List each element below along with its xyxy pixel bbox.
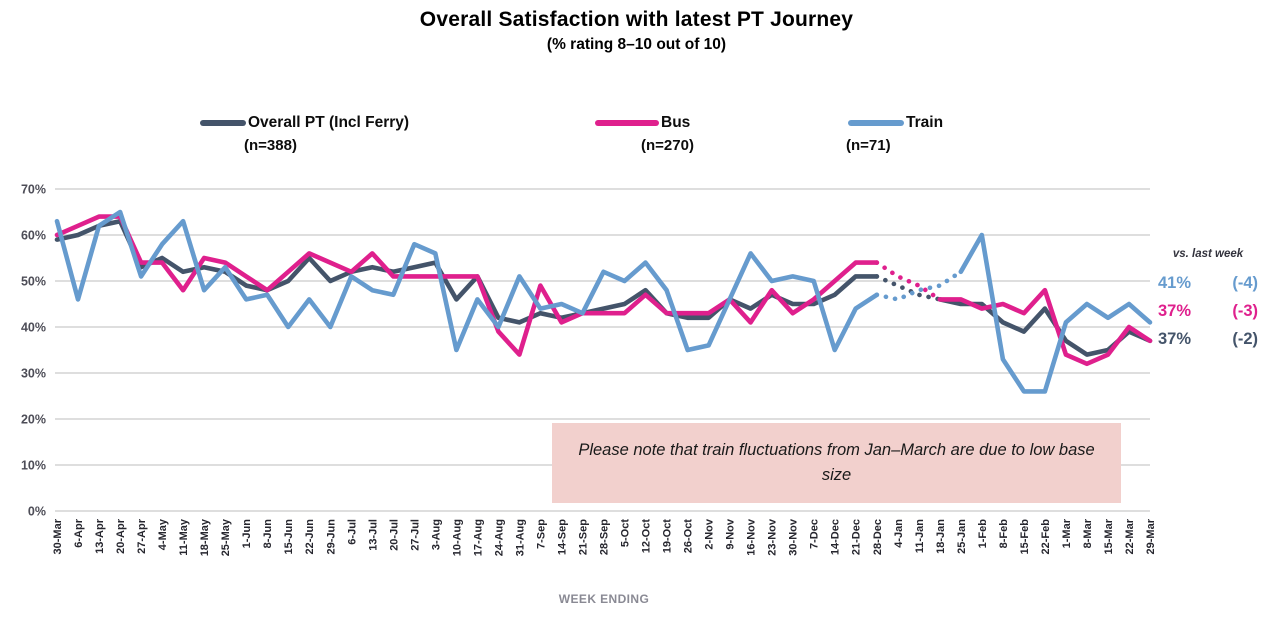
x-axis-tick-label: 27-Apr [136, 518, 148, 554]
x-axis-tick-label: 4-May [157, 518, 169, 550]
x-axis-tick-label: 25-May [220, 518, 232, 556]
vs-value-bus: 37% [1158, 302, 1192, 320]
note-text: Please note that train fluctuations from… [578, 441, 1095, 484]
x-axis-tick-label: 6-Jul [346, 519, 358, 545]
x-axis-tick-label: 31-Aug [514, 519, 526, 556]
x-axis-tick-label: 15-Feb [1019, 519, 1031, 555]
x-axis-title: WEEK ENDING [558, 592, 650, 606]
legend-item-bus: Bus (n=270) [595, 112, 694, 154]
vs-last-week-row-train: 41% (-4) [1158, 274, 1258, 302]
x-axis-tick-label: 20-Apr [115, 518, 127, 554]
series-line-bus [937, 287, 1153, 367]
legend-n-overall-pt: (n=388) [244, 137, 297, 154]
legend-n-train: (n=71) [846, 137, 891, 154]
x-axis-tick-label: 24-Aug [493, 519, 505, 556]
series-line-bus-dotted [874, 260, 943, 302]
x-axis-tick-label: 14-Dec [830, 519, 842, 555]
x-axis-tick-label: 11-Jan [914, 519, 926, 554]
x-axis-tick-label: 23-Nov [767, 518, 779, 556]
x-axis-tick-label: 26-Oct [683, 519, 695, 554]
x-axis-tick-label: 28-Dec [872, 519, 884, 555]
x-axis-tick-label: 17-Aug [472, 519, 484, 556]
x-axis-tick-label: 25-Jan [956, 519, 968, 554]
legend-n-bus: (n=270) [641, 137, 694, 154]
series-line-train [54, 209, 880, 353]
x-axis-tick-label: 16-Nov [746, 518, 758, 556]
y-axis-tick-label: 30% [21, 367, 46, 381]
y-axis-tick-label: 10% [21, 459, 46, 473]
x-axis-tick-label: 8-Feb [998, 519, 1010, 549]
x-axis-tick-label: 8-Mar [1082, 518, 1094, 548]
x-axis-tick-label: 19-Oct [662, 519, 674, 554]
x-axis-tick-label: 1-Jun [241, 519, 253, 549]
x-axis-tick-label: 14-Sep [556, 519, 568, 555]
legend-label-overall-pt: Overall PT (Incl Ferry) [248, 114, 410, 131]
vs-last-week-block: vs. last week 41% (-4) 37% (-3) 37% (-2) [1158, 248, 1258, 358]
x-axis-tick-label: 30-Nov [788, 518, 800, 556]
x-axis-tick-label: 6-Apr [73, 518, 85, 547]
legend-label-train: Train [906, 114, 944, 131]
vs-last-week-row-overall-pt: 37% (-2) [1158, 330, 1258, 358]
y-axis-tick-label: 40% [21, 321, 46, 335]
x-axis-tick-label: 29-Jun [325, 519, 337, 555]
y-axis-tick-label: 50% [21, 275, 46, 289]
x-axis-tick-label: 13-Apr [94, 518, 106, 554]
page-subtitle: (% rating 8–10 out of 10) [546, 36, 727, 53]
vs-delta-train: (-4) [1232, 274, 1258, 292]
x-axis-tick-label: 27-Jul [409, 519, 421, 551]
x-axis-tick-label: 7-Sep [535, 519, 547, 549]
x-axis-tick-label: 1-Feb [977, 519, 989, 549]
vs-delta-bus: (-3) [1232, 302, 1258, 320]
legend-item-overall-pt: Overall PT (Incl Ferry) (n=388) [200, 112, 409, 154]
x-axis-tick-label: 11-May [178, 518, 190, 556]
x-axis-tick-label: 15-Mar [1103, 518, 1115, 554]
y-axis-tick-label: 20% [21, 413, 46, 427]
legend-swatch-1 [595, 120, 659, 126]
series-line-train [958, 232, 1153, 394]
x-axis-tick-label: 21-Dec [851, 519, 863, 555]
legend-label-bus: Bus [661, 114, 691, 131]
vs-value-overall-pt: 37% [1158, 330, 1192, 348]
x-axis-tick-label: 3-Aug [430, 519, 442, 550]
series-line-overall-pt-incl-ferry-dotted [874, 274, 943, 302]
x-axis-tick-label: 30-Mar [52, 518, 64, 554]
x-axis-tick-label: 18-Jan [935, 519, 947, 554]
series-line-overall-pt-incl-ferry [54, 218, 880, 325]
x-axis-tick-label: 28-Sep [599, 519, 611, 555]
vs-delta-overall-pt: (-2) [1232, 330, 1258, 348]
x-axis-tick-label: 12-Oct [641, 519, 653, 554]
x-axis-tick-label: 15-Jun [283, 519, 295, 555]
x-axis-tick-label: 21-Sep [577, 519, 589, 555]
note-box: Please note that train fluctuations from… [552, 423, 1121, 503]
legend-swatch-0 [200, 120, 246, 126]
x-axis-tick-label: 2-Nov [704, 518, 716, 549]
x-axis-tick-label: 22-Jun [304, 519, 316, 555]
legend-swatch-2 [848, 120, 904, 126]
page-title: Overall Satisfaction with latest PT Jour… [419, 8, 854, 31]
series-line-train-dotted [874, 269, 964, 302]
x-axis-tick-label: 1-Mar [1061, 518, 1073, 548]
x-axis-tick-label: 9-Nov [725, 518, 737, 549]
x-axis-tick-label: 7-Dec [809, 519, 821, 549]
y-axis-tick-label: 0% [28, 505, 46, 519]
series-line-bus [54, 214, 880, 357]
y-axis-tick-label: 70% [21, 183, 46, 197]
vs-value-train: 41% [1158, 274, 1192, 292]
x-axis-tick-label: 20-Jul [388, 519, 400, 551]
y-axis-tick-label: 60% [21, 229, 46, 243]
x-axis-tick-label: 4-Jan [893, 519, 905, 548]
x-axis-tick-label: 13-Jul [367, 519, 379, 551]
x-axis-tick-label: 22-Mar [1124, 518, 1136, 554]
x-axis-tick-label: 10-Aug [451, 519, 463, 556]
x-axis-tick-label: 8-Jun [262, 519, 274, 549]
vs-last-week-header: vs. last week [1172, 248, 1244, 260]
x-axis-tick-label: 29-Mar [1145, 518, 1157, 554]
x-axis-tick-label: 5-Oct [620, 519, 632, 547]
legend-item-train: Train (n=71) [846, 112, 944, 154]
x-axis-tick-label: 22-Feb [1040, 519, 1052, 555]
x-axis-tick-label: 18-May [199, 518, 211, 556]
vs-last-week-row-bus: 37% (-3) [1158, 302, 1258, 330]
